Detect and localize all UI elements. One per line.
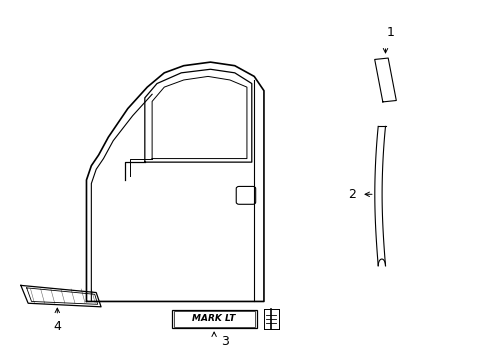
Text: 2: 2 bbox=[348, 188, 356, 201]
FancyBboxPatch shape bbox=[173, 311, 254, 327]
FancyBboxPatch shape bbox=[171, 310, 256, 328]
Text: 1: 1 bbox=[386, 26, 393, 39]
Text: 3: 3 bbox=[221, 336, 228, 348]
Text: MARK LT: MARK LT bbox=[192, 314, 235, 323]
Text: 4: 4 bbox=[53, 320, 61, 333]
FancyBboxPatch shape bbox=[236, 186, 255, 204]
